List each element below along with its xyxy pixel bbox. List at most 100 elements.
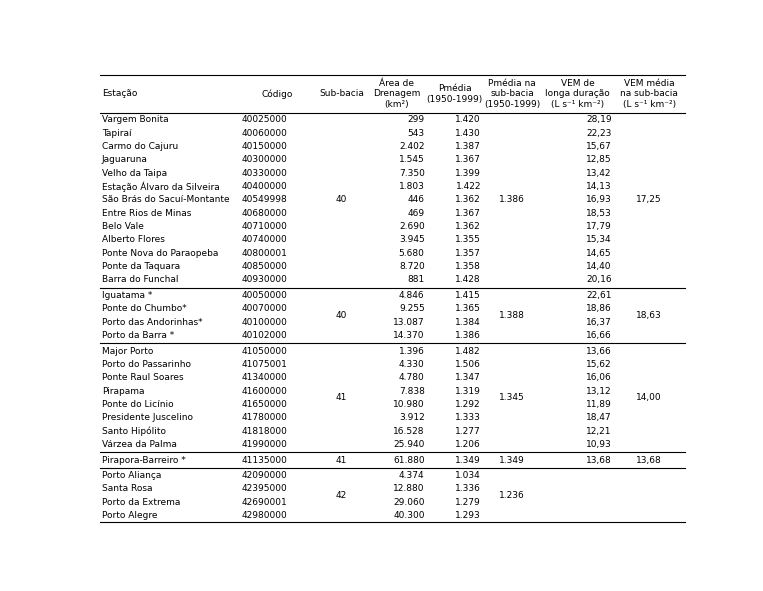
Text: 40.300: 40.300 (393, 511, 425, 520)
Text: 17,79: 17,79 (586, 222, 611, 231)
Text: 40800001: 40800001 (241, 249, 287, 258)
Text: 13.087: 13.087 (393, 317, 425, 327)
Text: Ponte Raul Soares: Ponte Raul Soares (102, 374, 184, 382)
Text: São Brás do Sacuí-Montante: São Brás do Sacuí-Montante (102, 195, 230, 204)
Text: 41340000: 41340000 (241, 374, 287, 382)
Text: VEM de
longa duração
(L s⁻¹ km⁻²): VEM de longa duração (L s⁻¹ km⁻²) (545, 79, 610, 109)
Text: 1.399: 1.399 (455, 168, 481, 178)
Text: 42690001: 42690001 (241, 498, 287, 507)
Text: 16,66: 16,66 (586, 331, 611, 340)
Text: 12.880: 12.880 (393, 485, 425, 493)
Text: 1.277: 1.277 (456, 427, 481, 436)
Text: 18,47: 18,47 (586, 413, 611, 423)
Text: 8.720: 8.720 (399, 262, 425, 271)
Text: 16,37: 16,37 (586, 317, 611, 327)
Text: 22,23: 22,23 (586, 129, 611, 138)
Text: 1.396: 1.396 (399, 346, 425, 356)
Text: 40549998: 40549998 (241, 195, 287, 204)
Text: 15,67: 15,67 (586, 142, 611, 151)
Text: 40102000: 40102000 (241, 331, 287, 340)
Text: 1.279: 1.279 (456, 498, 481, 507)
Text: Ponte Nova do Paraopeba: Ponte Nova do Paraopeba (102, 249, 218, 258)
Text: 7.838: 7.838 (399, 387, 425, 395)
Text: 41: 41 (336, 456, 347, 465)
Text: 1.482: 1.482 (456, 346, 481, 356)
Text: 40070000: 40070000 (241, 304, 287, 313)
Text: 1.428: 1.428 (456, 275, 481, 284)
Text: 13,68: 13,68 (636, 456, 662, 465)
Text: VEM média
na sub-bacia
(L s⁻¹ km⁻²): VEM média na sub-bacia (L s⁻¹ km⁻²) (620, 79, 678, 109)
Text: Jaguaruna: Jaguaruna (102, 155, 148, 164)
Text: 29.060: 29.060 (393, 498, 425, 507)
Text: 1.206: 1.206 (456, 440, 481, 449)
Text: 40850000: 40850000 (241, 262, 287, 271)
Text: 15,62: 15,62 (586, 360, 611, 369)
Text: 41600000: 41600000 (241, 387, 287, 395)
Text: 1.386: 1.386 (455, 331, 481, 340)
Text: 16.528: 16.528 (393, 427, 425, 436)
Text: Pmédia na
sub-bacia
(1950-1999): Pmédia na sub-bacia (1950-1999) (484, 79, 540, 109)
Text: 446: 446 (407, 195, 425, 204)
Text: Estação: Estação (102, 89, 137, 98)
Text: 13,42: 13,42 (586, 168, 611, 178)
Text: 40025000: 40025000 (241, 115, 287, 124)
Text: 11,89: 11,89 (586, 400, 611, 409)
Text: Alberto Flores: Alberto Flores (102, 235, 165, 244)
Text: 1.422: 1.422 (456, 182, 481, 191)
Text: 14,00: 14,00 (636, 393, 662, 402)
Text: 25.940: 25.940 (393, 440, 425, 449)
Text: Velho da Taipa: Velho da Taipa (102, 168, 167, 178)
Text: 1.236: 1.236 (499, 491, 525, 500)
Text: 14,13: 14,13 (586, 182, 611, 191)
Text: 1.803: 1.803 (399, 182, 425, 191)
Text: 1.347: 1.347 (456, 374, 481, 382)
Text: Vargem Bonita: Vargem Bonita (102, 115, 169, 124)
Text: 40740000: 40740000 (241, 235, 287, 244)
Text: 16,93: 16,93 (586, 195, 611, 204)
Text: 41818000: 41818000 (241, 427, 287, 436)
Text: 15,34: 15,34 (586, 235, 611, 244)
Text: 1.349: 1.349 (499, 456, 525, 465)
Text: 40150000: 40150000 (241, 142, 287, 151)
Text: 1.367: 1.367 (455, 155, 481, 164)
Text: 17,25: 17,25 (636, 195, 662, 204)
Text: 1.545: 1.545 (399, 155, 425, 164)
Text: Porto da Extrema: Porto da Extrema (102, 498, 180, 507)
Text: Belo Vale: Belo Vale (102, 222, 143, 231)
Text: 2.690: 2.690 (399, 222, 425, 231)
Text: 1.319: 1.319 (455, 387, 481, 395)
Text: 12,21: 12,21 (586, 427, 611, 436)
Text: 1.365: 1.365 (455, 304, 481, 313)
Text: 41650000: 41650000 (241, 400, 287, 409)
Text: 20,16: 20,16 (586, 275, 611, 284)
Text: 1.506: 1.506 (455, 360, 481, 369)
Text: 12,85: 12,85 (586, 155, 611, 164)
Text: 41: 41 (336, 393, 347, 402)
Text: 1.293: 1.293 (456, 511, 481, 520)
Text: 40400000: 40400000 (241, 182, 287, 191)
Text: 1.430: 1.430 (456, 129, 481, 138)
Text: 41135000: 41135000 (241, 456, 287, 465)
Text: Porto Alegre: Porto Alegre (102, 511, 157, 520)
Text: 14,65: 14,65 (586, 249, 611, 258)
Text: 42090000: 42090000 (241, 471, 287, 480)
Text: 5.680: 5.680 (399, 249, 425, 258)
Text: 4.330: 4.330 (399, 360, 425, 369)
Text: Entre Rios de Minas: Entre Rios de Minas (102, 209, 192, 217)
Text: 1.358: 1.358 (455, 262, 481, 271)
Text: 40300000: 40300000 (241, 155, 287, 164)
Text: 28,19: 28,19 (586, 115, 611, 124)
Text: 18,63: 18,63 (636, 311, 662, 320)
Text: Ponte do Licínio: Ponte do Licínio (102, 400, 173, 409)
Text: 1.362: 1.362 (456, 195, 481, 204)
Text: 18,86: 18,86 (586, 304, 611, 313)
Text: 4.846: 4.846 (399, 291, 425, 300)
Text: 14.370: 14.370 (393, 331, 425, 340)
Text: 40050000: 40050000 (241, 291, 287, 300)
Text: Santo Hipólito: Santo Hipólito (102, 426, 166, 436)
Text: 7.350: 7.350 (399, 168, 425, 178)
Text: 1.420: 1.420 (456, 115, 481, 124)
Text: Iguatama *: Iguatama * (102, 291, 153, 300)
Text: 14,40: 14,40 (586, 262, 611, 271)
Text: 13,12: 13,12 (586, 387, 611, 395)
